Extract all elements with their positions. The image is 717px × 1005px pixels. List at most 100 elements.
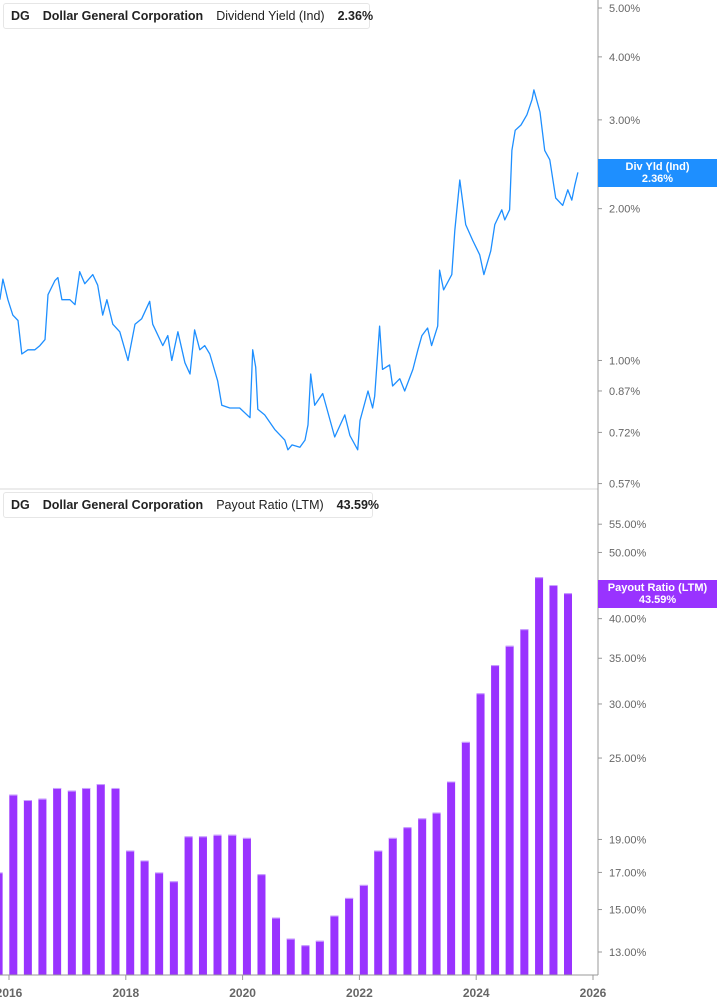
x-tick-label: 2018 (112, 986, 139, 1000)
bar-top-highlight (286, 938, 295, 940)
bar-top-highlight (520, 629, 529, 631)
payout-ratio-bar (53, 787, 62, 975)
bar-top-highlight (23, 800, 32, 802)
bar-top-highlight (126, 850, 135, 852)
dividend-yield-line-layer (0, 89, 579, 451)
y-tick-label: 4.00% (609, 52, 640, 64)
bar-top-highlight (228, 834, 237, 836)
payout-ratio-bar (96, 784, 105, 975)
payout-ratio-bar (155, 872, 164, 975)
payout-ratio-bar (461, 741, 470, 975)
y-tick-label: 0.72% (609, 427, 640, 439)
bar-top-highlight (0, 872, 3, 874)
bar-top-highlight (535, 577, 544, 579)
bar-top-highlight (374, 850, 383, 852)
bar-top-highlight (257, 874, 266, 876)
metric-value: 2.36% (337, 9, 374, 23)
payout-ratio-bar (169, 881, 178, 975)
payout-ratio-bar (315, 940, 324, 975)
payout-ratio-bars-layer (0, 577, 573, 975)
y-tick-label: 25.00% (609, 753, 647, 765)
y-tick-label: 3.00% (609, 115, 640, 127)
y-tick-label: 50.00% (609, 547, 647, 559)
payout-ratio-bar (38, 798, 47, 975)
y-tick-label: 0.57% (609, 479, 640, 491)
bar-top-highlight (505, 645, 514, 647)
payout-ratio-legend: DG Dollar General Corporation Payout Rat… (3, 492, 379, 518)
bar-top-highlight (549, 585, 558, 587)
bar-top-highlight (111, 787, 120, 789)
y-tick-label: 15.00% (609, 905, 647, 917)
payout-ratio-bar (432, 812, 441, 975)
x-tick-label: 2020 (229, 986, 256, 1000)
dividend-yield-legend: DG Dollar General Corporation Dividend Y… (3, 3, 374, 29)
bar-top-highlight (564, 593, 573, 595)
y-tick-label: 2.00% (609, 204, 640, 216)
payout-ratio-bar (213, 834, 222, 975)
bar-top-highlight (388, 837, 397, 839)
payout-ratio-bar (418, 818, 427, 975)
bar-top-highlight (315, 940, 324, 942)
bar-top-highlight (9, 794, 18, 796)
payout-ratio-bar (257, 874, 266, 975)
bar-top-highlight (403, 827, 412, 829)
y-tick-label: 0.87% (609, 386, 640, 398)
payout-ratio-bar (447, 781, 456, 975)
metric-value: 43.59% (336, 498, 380, 512)
company-name: Dollar General Corporation (42, 9, 204, 23)
bar-top-highlight (155, 872, 164, 874)
payout-ratio-bar (388, 837, 397, 975)
payout-ratio-bar (505, 645, 514, 975)
payout-ratio-bar (345, 897, 354, 975)
bar-top-highlight (272, 917, 281, 919)
callout-value: 2.36% (641, 173, 674, 185)
y-tick-label: 19.00% (609, 834, 647, 846)
bar-top-highlight (96, 784, 105, 786)
payout-ratio-callout: Payout Ratio (LTM) 43.59% (598, 580, 717, 608)
payout-ratio-bar (228, 834, 237, 975)
bar-top-highlight (491, 665, 500, 667)
x-tick-label: 2026 (580, 986, 607, 1000)
x-tick-label: 2022 (346, 986, 373, 1000)
bar-top-highlight (198, 836, 207, 838)
payout-ratio-bar (82, 787, 91, 975)
bar-top-highlight (184, 836, 193, 838)
y-tick-label: 40.00% (609, 614, 647, 626)
payout-ratio-bar (67, 790, 76, 975)
payout-ratio-bar (359, 884, 368, 975)
bar-top-highlight (345, 897, 354, 899)
payout-ratio-bar (9, 794, 18, 975)
bar-top-highlight (418, 818, 427, 820)
payout-ratio-bar (198, 836, 207, 975)
company-name: Dollar General Corporation (42, 498, 204, 512)
metric-name: Payout Ratio (LTM) (216, 498, 324, 512)
callout-label: Payout Ratio (LTM) (607, 582, 708, 594)
bar-top-highlight (461, 741, 470, 743)
bar-top-highlight (169, 881, 178, 883)
y-tick-label: 55.00% (609, 519, 647, 531)
ticker: DG (11, 9, 30, 23)
y-tick-label: 13.00% (609, 947, 647, 959)
bar-top-highlight (359, 884, 368, 886)
payout-ratio-bar (0, 872, 3, 975)
payout-ratio-bar (286, 938, 295, 975)
y-tick-label: 5.00% (609, 3, 640, 15)
payout-ratio-bar (476, 693, 485, 975)
bar-top-highlight (82, 787, 91, 789)
bar-top-highlight (213, 834, 222, 836)
dividend-yield-line (0, 89, 579, 451)
payout-ratio-bar (23, 800, 32, 975)
y-tick-label: 17.00% (609, 867, 647, 879)
bar-top-highlight (476, 693, 485, 695)
payout-ratio-bar (184, 836, 193, 975)
payout-ratio-bar (111, 787, 120, 975)
bar-top-highlight (432, 812, 441, 814)
payout-ratio-bar (564, 593, 573, 975)
bar-top-highlight (140, 860, 149, 862)
metric-name: Dividend Yield (Ind) (216, 9, 325, 23)
payout-ratio-bar (126, 850, 135, 975)
payout-ratio-bar (535, 577, 544, 975)
ticker: DG (11, 498, 30, 512)
bar-top-highlight (53, 787, 62, 789)
